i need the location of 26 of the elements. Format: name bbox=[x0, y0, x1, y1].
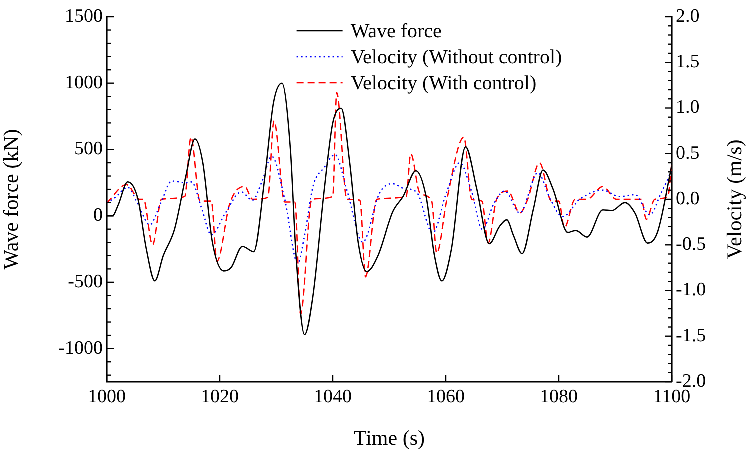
x-tick-label: 1060 bbox=[427, 386, 465, 408]
y-tick-label: 500 bbox=[74, 138, 103, 160]
y-axis-title: Wave force (kN) bbox=[0, 129, 24, 270]
x-tick-label: 1000 bbox=[88, 386, 126, 408]
x-tick-label: 1020 bbox=[201, 386, 239, 408]
y-tick-label: 1000 bbox=[65, 72, 103, 94]
y2-tick-label: 1.0 bbox=[676, 97, 700, 118]
y2-tick-label: 1.5 bbox=[676, 52, 700, 73]
legend-label: Velocity (With control) bbox=[350, 72, 537, 94]
legend-label: Velocity (Without control) bbox=[350, 46, 562, 68]
x-tick-label: 1100 bbox=[653, 386, 691, 408]
y-tick-label: 0 bbox=[94, 205, 103, 226]
y2-tick-label: -1.0 bbox=[676, 280, 706, 301]
y2-tick-label: 0.0 bbox=[676, 188, 700, 210]
y2-tick-label: 2.0 bbox=[676, 6, 700, 27]
x-tick-label: 1080 bbox=[540, 386, 578, 408]
x-tick-label: 1040 bbox=[314, 386, 352, 408]
x-axis-title: Time (s) bbox=[354, 426, 425, 450]
y-tick-label: 1500 bbox=[65, 6, 103, 27]
legend-label: Wave force bbox=[350, 20, 442, 42]
y-tick-label: -500 bbox=[68, 271, 103, 292]
y2-tick-label: -0.5 bbox=[676, 234, 706, 256]
y-tick-label: -1000 bbox=[58, 338, 103, 359]
y2-tick-label: -1.5 bbox=[676, 325, 706, 346]
y2-axis-title: Velocity (m/s) bbox=[722, 140, 747, 260]
y2-tick-label: 0.5 bbox=[676, 142, 700, 164]
